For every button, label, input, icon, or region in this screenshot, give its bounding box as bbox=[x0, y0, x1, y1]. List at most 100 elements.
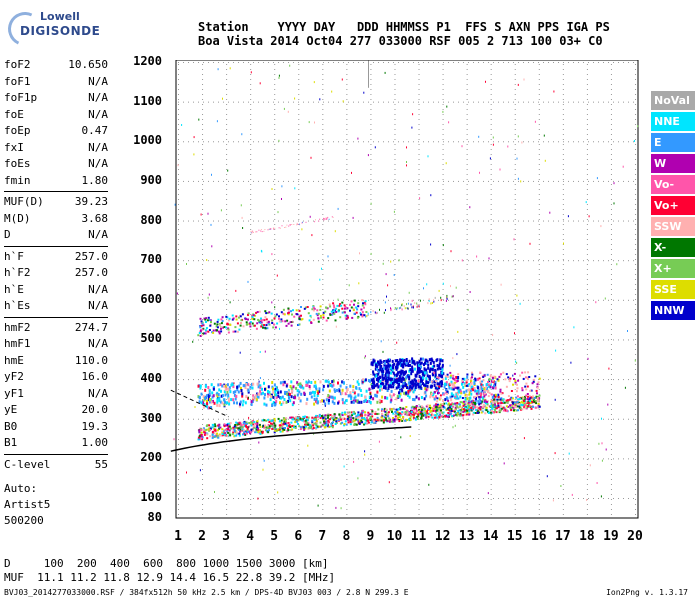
grid-dot bbox=[586, 299, 588, 300]
grid-dot bbox=[346, 134, 348, 135]
echo-dot bbox=[219, 383, 222, 386]
grid-dot bbox=[483, 339, 484, 341]
echo-dot bbox=[213, 432, 216, 435]
echo-dot bbox=[251, 422, 254, 425]
grid-dot bbox=[226, 304, 228, 305]
grid-dot bbox=[178, 259, 179, 260]
grid-dot bbox=[322, 409, 324, 410]
echo-dot bbox=[361, 421, 364, 424]
echo-dot bbox=[513, 409, 515, 412]
grid-dot bbox=[586, 114, 588, 115]
grid-dot bbox=[468, 498, 469, 499]
grid-dot bbox=[368, 299, 369, 301]
grid-dot bbox=[370, 169, 372, 170]
grid-dot bbox=[263, 101, 264, 103]
echo-dot bbox=[480, 384, 483, 388]
grid-dot bbox=[348, 299, 349, 301]
grid-dot bbox=[593, 180, 594, 182]
grid-dot bbox=[635, 189, 636, 190]
grid-dot bbox=[322, 319, 324, 320]
grid-dot bbox=[298, 69, 300, 70]
grid-dot bbox=[393, 498, 394, 499]
grid-dot bbox=[428, 418, 429, 420]
grid-dot bbox=[466, 464, 468, 465]
grid-dot bbox=[538, 489, 540, 490]
echo-dot bbox=[298, 396, 301, 400]
grid-dot bbox=[413, 62, 414, 63]
grid-dot bbox=[250, 284, 252, 285]
grid-dot bbox=[243, 101, 244, 103]
param-row: fmin 1.80 bbox=[4, 173, 108, 190]
grid-dot bbox=[490, 434, 492, 435]
echo-dot bbox=[368, 413, 371, 416]
grid-dot bbox=[490, 114, 492, 115]
grid-dot bbox=[514, 184, 516, 185]
grid-dot bbox=[562, 389, 564, 390]
grid-dot bbox=[603, 101, 604, 103]
grid-dot bbox=[514, 484, 516, 485]
echo-dot bbox=[518, 398, 521, 400]
grid-dot bbox=[514, 509, 516, 510]
grid-dot bbox=[394, 489, 396, 490]
grid-dot bbox=[428, 379, 429, 381]
grid-dot bbox=[322, 209, 324, 210]
echo-dot bbox=[232, 390, 235, 394]
echo-dot bbox=[236, 401, 238, 405]
grid-dot bbox=[514, 109, 516, 110]
grid-dot bbox=[598, 339, 599, 341]
grid-dot bbox=[503, 299, 504, 301]
echo-dot bbox=[389, 393, 391, 397]
grid-dot bbox=[248, 339, 249, 341]
grid-dot bbox=[368, 260, 369, 262]
grid-dot bbox=[586, 349, 588, 350]
echo-dot bbox=[454, 406, 457, 409]
grid-dot bbox=[562, 199, 564, 200]
grid-dot bbox=[586, 239, 588, 240]
grid-dot bbox=[322, 494, 324, 495]
echo-dot bbox=[521, 404, 524, 406]
echo-dot bbox=[372, 422, 375, 424]
grid-dot bbox=[178, 220, 179, 222]
grid-dot bbox=[226, 509, 228, 510]
grid-dot bbox=[268, 220, 269, 222]
grid-dot bbox=[203, 220, 204, 222]
grid-dot bbox=[543, 180, 544, 182]
grid-dot bbox=[562, 214, 564, 215]
echo-dot bbox=[298, 390, 301, 394]
grid-dot bbox=[346, 304, 348, 305]
echo-dot bbox=[226, 401, 228, 405]
grid-dot bbox=[263, 339, 264, 341]
grid-dot bbox=[514, 309, 516, 310]
grid-dot bbox=[183, 141, 184, 143]
echo-dot bbox=[306, 381, 309, 385]
echo-dot bbox=[381, 413, 384, 416]
echo-dot bbox=[238, 434, 241, 437]
grid-dot bbox=[226, 199, 228, 200]
grid-dot bbox=[346, 234, 348, 235]
grid-dot bbox=[403, 180, 404, 182]
grid-dot bbox=[298, 139, 300, 140]
grid-dot bbox=[322, 64, 324, 65]
grid-dot bbox=[490, 504, 492, 505]
echo-dot bbox=[319, 421, 322, 424]
grid-dot bbox=[610, 184, 612, 185]
echo-dot bbox=[426, 410, 428, 413]
echo-dot bbox=[269, 425, 271, 428]
param-name: C-level bbox=[4, 457, 51, 471]
grid-dot bbox=[346, 89, 348, 90]
echo-dot bbox=[335, 420, 338, 423]
grid-dot bbox=[178, 124, 179, 125]
grid-dot bbox=[250, 304, 252, 305]
echo-dot bbox=[408, 395, 411, 399]
echo-dot bbox=[355, 415, 358, 418]
echo-dot bbox=[324, 414, 327, 417]
grid-dot bbox=[226, 124, 228, 125]
grid-dot bbox=[466, 134, 468, 135]
grid-dot bbox=[346, 349, 348, 350]
grid-dot bbox=[442, 119, 444, 120]
grid-dot bbox=[538, 264, 540, 265]
grid-dot bbox=[388, 180, 389, 182]
grid-dot bbox=[538, 154, 540, 155]
echo-dot bbox=[261, 430, 264, 433]
grid-dot bbox=[490, 379, 492, 380]
